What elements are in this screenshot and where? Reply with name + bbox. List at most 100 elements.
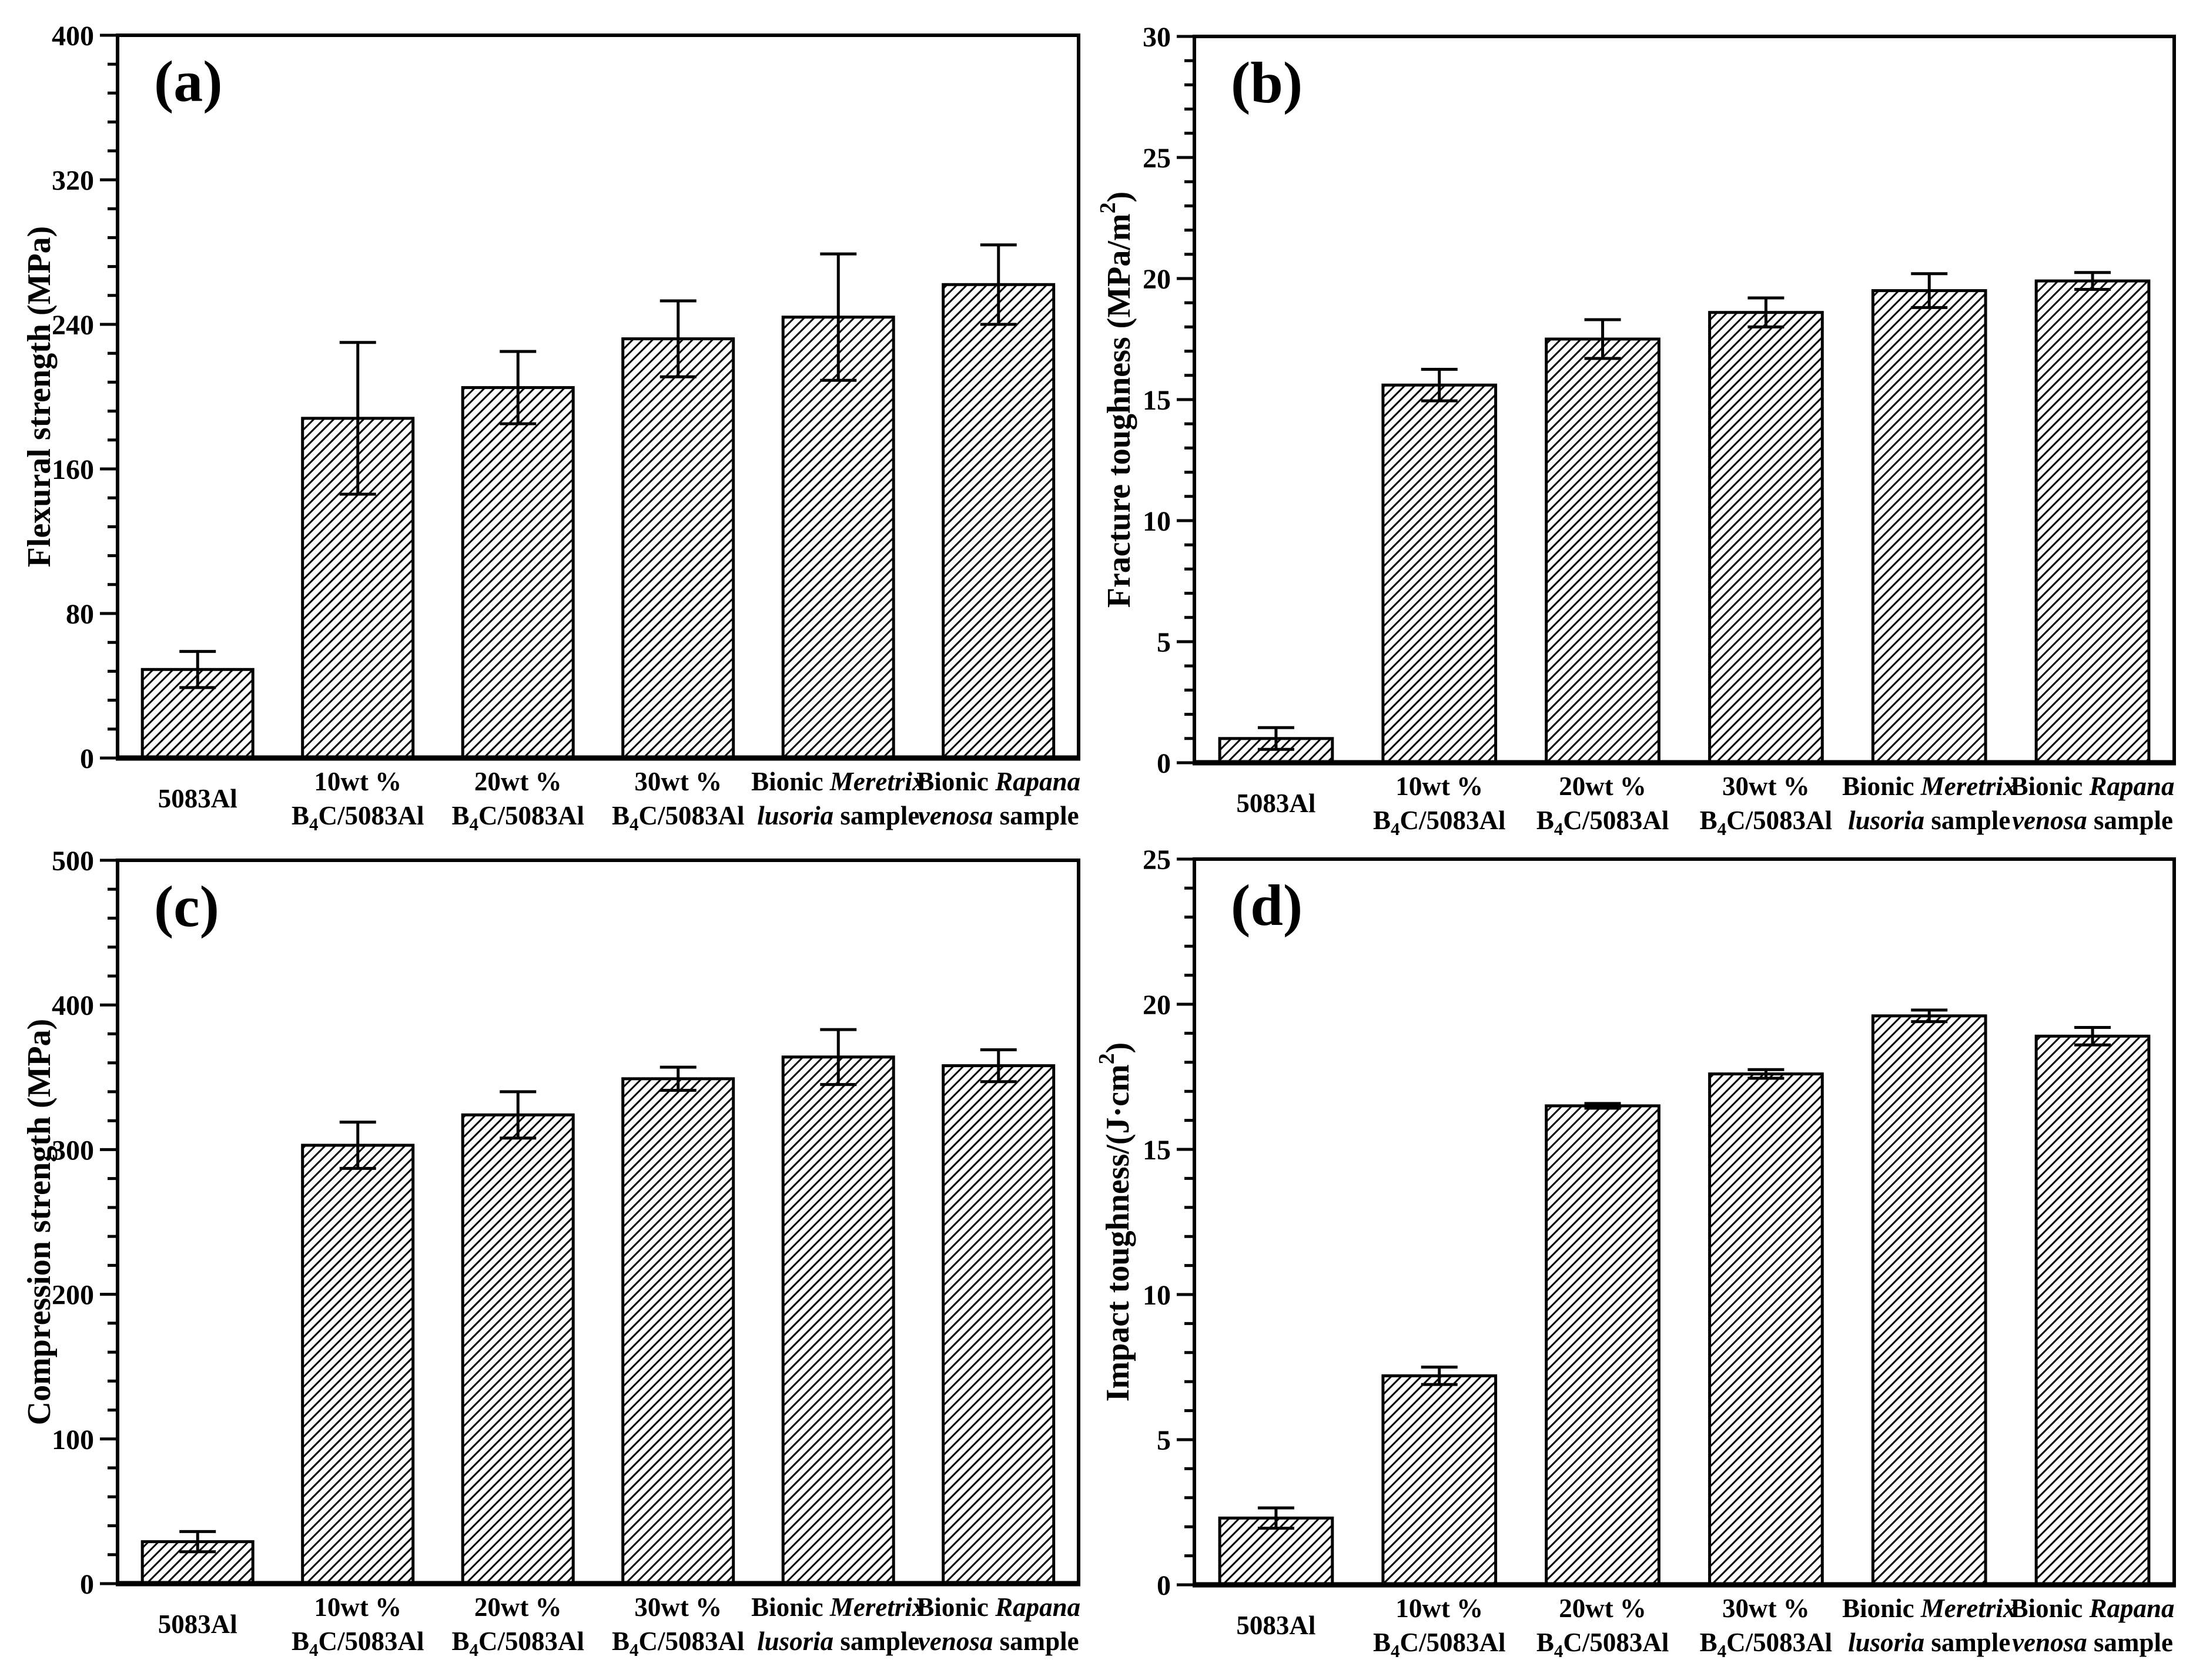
error-bar-bionic-meretrix-lusoria	[1911, 272, 1948, 309]
y-axis-title: Compression strength (MPa)	[21, 1019, 58, 1426]
panel-letter: (a)	[154, 49, 223, 114]
error-bar-5083al	[179, 1530, 216, 1554]
x-tick-label-5083al: 5083Al	[1236, 789, 1315, 818]
y-tick-label: 160	[52, 454, 94, 485]
x-tick-label-10wt-b4c-5083al: B4C/5083Al	[1373, 806, 1506, 839]
x-tick-label-30wt-b4c-5083al: B4C/5083Al	[612, 1627, 745, 1660]
bar-10wt-b4c-5083al	[301, 1144, 415, 1585]
error-bar-bionic-meretrix-lusoria	[820, 1028, 857, 1087]
x-tick-label-20wt-b4c-5083al: 20wt %	[1559, 1594, 1646, 1623]
x-tick-label-bionic-meretrix-lusoria: Bionic Meretrix	[751, 767, 925, 796]
y-axis-ticks	[100, 859, 118, 1585]
error-bar-5083al	[1257, 1506, 1294, 1530]
x-tick-label-bionic-rapana-venosa: venosa sample	[918, 1627, 1079, 1656]
bar-20wt-b4c-5083al	[1545, 1104, 1660, 1587]
error-bar-5083al	[179, 650, 216, 689]
y-tick-label: 20	[1143, 264, 1171, 295]
bar-bionic-meretrix-lusoria	[781, 1055, 895, 1585]
panel-letter: (d)	[1231, 873, 1303, 938]
x-tick-label-bionic-meretrix-lusoria: lusoria sample	[1848, 806, 2010, 835]
error-bar-30wt-b4c-5083al	[659, 1065, 697, 1092]
y-tick-label: 400	[52, 990, 94, 1021]
y-tick-label: 500	[52, 846, 94, 877]
error-bar-20wt-b4c-5083al	[500, 350, 537, 425]
y-tick-label: 80	[66, 599, 94, 630]
plot-border	[116, 33, 1080, 760]
error-bar-10wt-b4c-5083al	[1421, 368, 1458, 403]
error-bar-20wt-b4c-5083al	[500, 1090, 537, 1140]
bar-10wt-b4c-5083al	[1381, 1374, 1498, 1587]
x-tick-label-20wt-b4c-5083al: 20wt %	[1559, 772, 1646, 801]
x-tick-label-bionic-rapana-venosa: Bionic Rapana	[916, 1592, 1080, 1622]
error-bar-30wt-b4c-5083al	[1747, 296, 1785, 328]
x-tick-label-10wt-b4c-5083al: 10wt %	[314, 767, 401, 796]
error-bar-bionic-rapana-venosa	[980, 243, 1017, 326]
x-tick-label-bionic-rapana-venosa: venosa sample	[2012, 1628, 2173, 1657]
x-tick-label-20wt-b4c-5083al: B4C/5083Al	[451, 801, 584, 834]
bar-bionic-meretrix-lusoria	[1871, 289, 1987, 764]
y-tick-label: 10	[1143, 1280, 1171, 1311]
x-tick-label-bionic-meretrix-lusoria: lusoria sample	[757, 801, 919, 830]
y-tick-label: 30	[1143, 22, 1171, 53]
x-tick-label-5083al: 5083Al	[1236, 1611, 1315, 1640]
error-bar-bionic-rapana-venosa	[2074, 271, 2111, 291]
bar-30wt-b4c-5083al	[621, 1077, 735, 1585]
y-tick-label: 25	[1143, 143, 1171, 174]
x-tick-label-bionic-meretrix-lusoria: lusoria sample	[1848, 1628, 2010, 1657]
y-axis-title: Fracture toughness (MPa/m2)	[1096, 192, 1137, 608]
y-tick-label: 240	[52, 310, 94, 341]
x-tick-label-5083al: 5083Al	[158, 1609, 237, 1639]
y-tick-label: 5	[1157, 1425, 1171, 1456]
x-tick-label-30wt-b4c-5083al: B4C/5083Al	[1700, 1628, 1833, 1661]
error-bar-bionic-meretrix-lusoria	[820, 252, 857, 382]
x-tick-label-10wt-b4c-5083al: B4C/5083Al	[292, 1627, 424, 1660]
y-tick-label: 400	[52, 21, 94, 52]
x-tick-label-bionic-meretrix-lusoria: Bionic Meretrix	[751, 1592, 925, 1622]
y-tick-label: 10	[1143, 506, 1171, 537]
x-tick-label-10wt-b4c-5083al: 10wt %	[314, 1592, 401, 1622]
y-tick-label: 0	[1157, 1570, 1171, 1601]
x-tick-label-bionic-rapana-venosa: venosa sample	[2012, 806, 2173, 835]
y-tick-label: 100	[52, 1424, 94, 1456]
bar-bionic-rapana-venosa	[942, 283, 1056, 760]
bar-20wt-b4c-5083al	[1545, 337, 1660, 764]
y-tick-label: 200	[52, 1280, 94, 1311]
error-bar-10wt-b4c-5083al	[1421, 1366, 1458, 1386]
error-bar-20wt-b4c-5083al	[1584, 1102, 1621, 1110]
panel-d: 5083Al 10wt % B4C/5083Al 20wt % B4C/5083Al 30…	[1094, 844, 2176, 1661]
error-bar-bionic-rapana-venosa	[980, 1048, 1017, 1084]
bar-20wt-b4c-5083al	[461, 386, 575, 760]
x-tick-label-20wt-b4c-5083al: B4C/5083Al	[451, 1627, 584, 1660]
x-tick-label-bionic-meretrix-lusoria: Bionic Meretrix	[1842, 1594, 2016, 1623]
error-bar-20wt-b4c-5083al	[1584, 318, 1621, 360]
error-bar-30wt-b4c-5083al	[1747, 1068, 1785, 1080]
y-tick-label: 0	[80, 1569, 94, 1600]
x-tick-label-20wt-b4c-5083al: B4C/5083Al	[1536, 806, 1669, 839]
y-tick-label: 300	[52, 1135, 94, 1166]
x-tick-label-30wt-b4c-5083al: 30wt %	[634, 1592, 722, 1622]
panel-letter: (c)	[154, 874, 219, 939]
y-tick-label: 15	[1143, 385, 1171, 416]
x-tick-label-30wt-b4c-5083al: 30wt %	[1722, 1594, 1810, 1623]
bar-30wt-b4c-5083al	[621, 337, 735, 760]
y-axis-ticks	[1177, 857, 1194, 1587]
x-tick-label-10wt-b4c-5083al: B4C/5083Al	[1373, 1628, 1506, 1661]
error-bar-10wt-b4c-5083al	[339, 341, 376, 496]
x-tick-label-bionic-rapana-venosa: Bionic Rapana	[2011, 1594, 2175, 1623]
plot-border	[1193, 35, 2176, 764]
x-tick-label-10wt-b4c-5083al: 10wt %	[1395, 1594, 1483, 1623]
x-tick-label-bionic-meretrix-lusoria: Bionic Meretrix	[1842, 772, 2016, 801]
bar-bionic-rapana-venosa	[2034, 279, 2151, 764]
error-bar-bionic-rapana-venosa	[2074, 1026, 2111, 1047]
y-tick-label: 20	[1143, 990, 1171, 1021]
bar-30wt-b4c-5083al	[1708, 1072, 1824, 1587]
x-tick-label-bionic-rapana-venosa: Bionic Rapana	[916, 767, 1080, 796]
y-axis-title: Flexural strength (MPa)	[21, 226, 58, 568]
bar-20wt-b4c-5083al	[461, 1113, 575, 1585]
x-tick-label-20wt-b4c-5083al: 20wt %	[474, 767, 562, 796]
bar-10wt-b4c-5083al	[1381, 383, 1498, 764]
x-tick-label-10wt-b4c-5083al: B4C/5083Al	[292, 801, 424, 834]
panel-b: 5083Al 10wt % B4C/5083Al 20wt % B4C/5083Al 30…	[1096, 22, 2176, 839]
x-tick-label-20wt-b4c-5083al: 20wt %	[474, 1592, 562, 1622]
